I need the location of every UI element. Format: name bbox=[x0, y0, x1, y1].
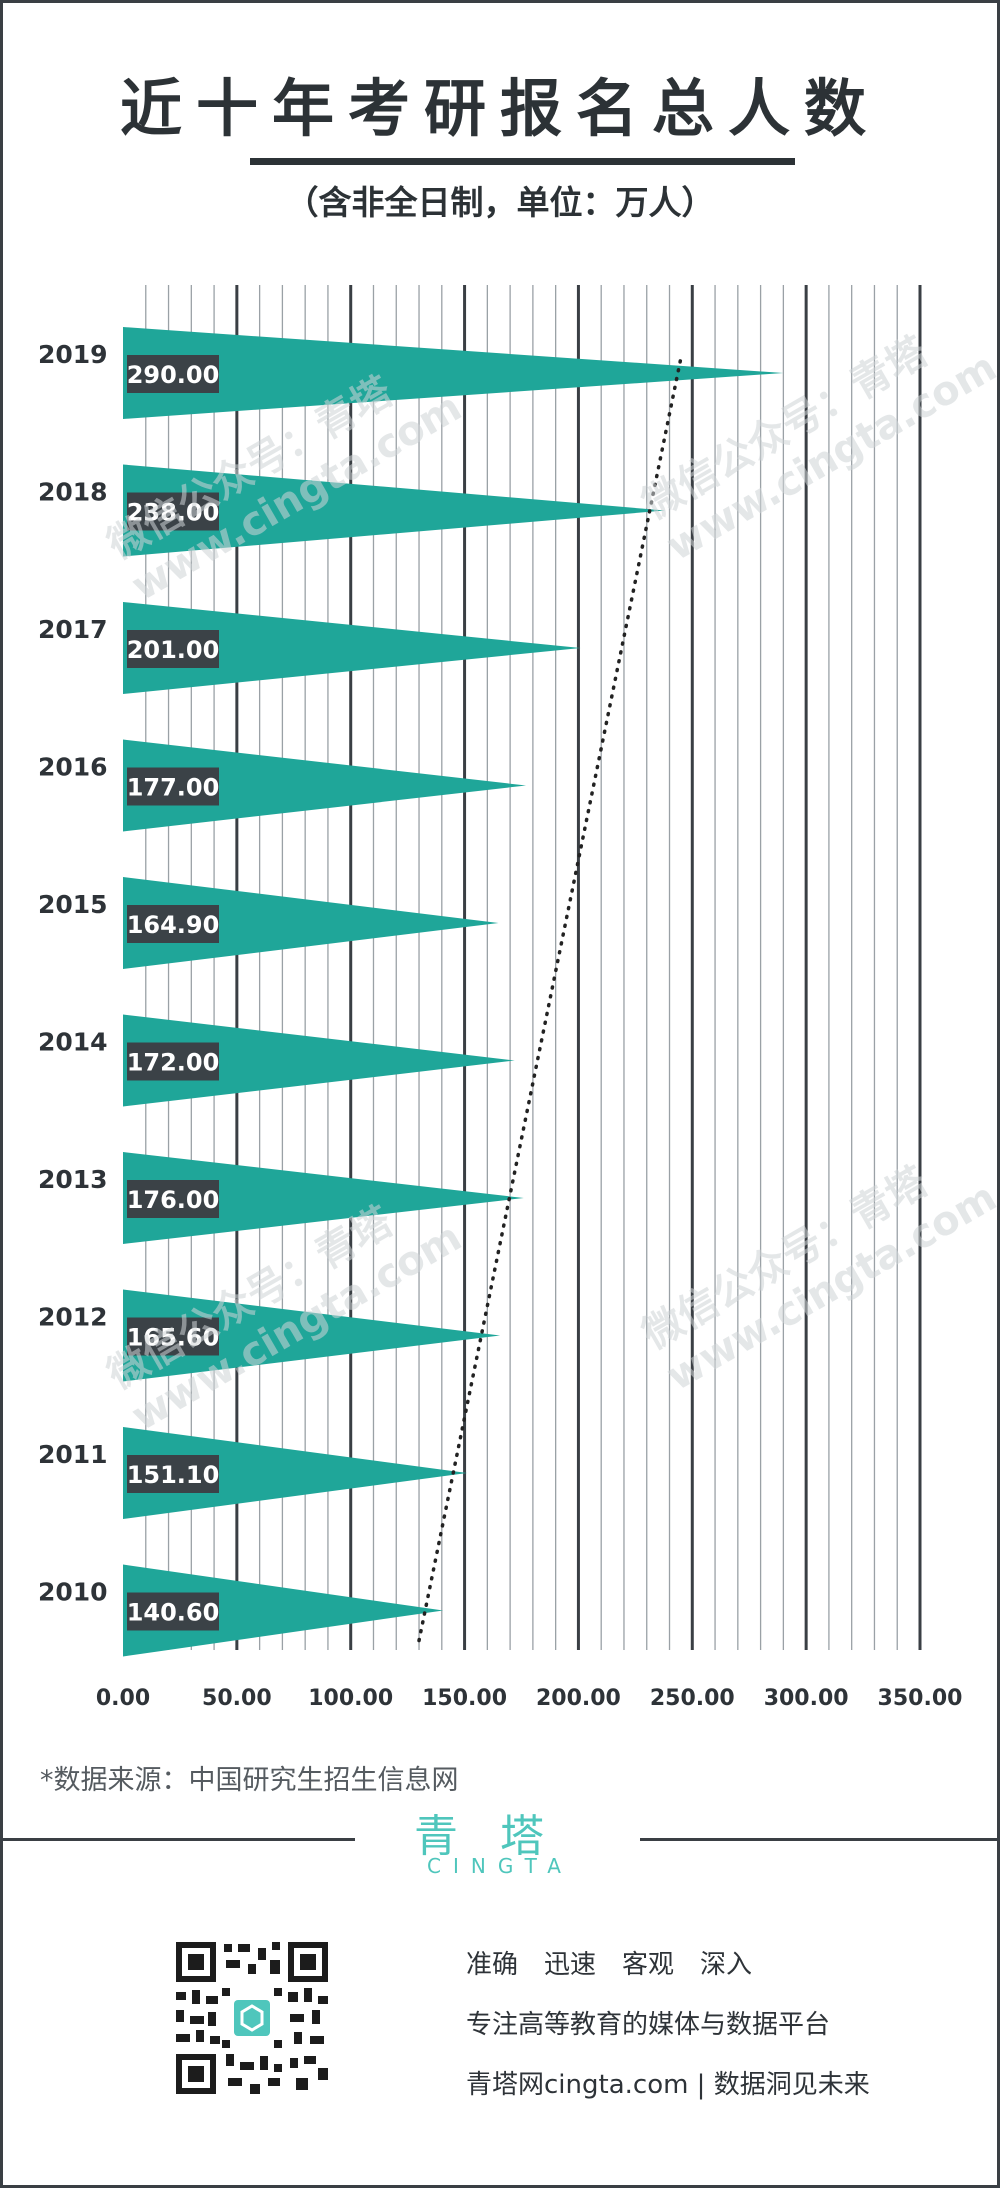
x-tick-label: 200.00 bbox=[536, 1686, 621, 1711]
category-label: 2016 bbox=[38, 753, 108, 782]
data-label: 172.00 bbox=[127, 1049, 220, 1077]
category-label: 2010 bbox=[38, 1578, 108, 1607]
qr-code-icon bbox=[172, 1938, 332, 2098]
slogan-line: 专注高等教育的媒体与数据平台 bbox=[466, 2004, 830, 2041]
x-tick-label: 300.00 bbox=[764, 1686, 849, 1711]
category-label: 2015 bbox=[38, 890, 108, 919]
x-tick-label: 350.00 bbox=[878, 1686, 963, 1711]
category-label: 2011 bbox=[38, 1440, 108, 1469]
data-label: 176.00 bbox=[127, 1186, 220, 1214]
data-label: 164.90 bbox=[127, 911, 220, 939]
category-label: 2012 bbox=[38, 1303, 108, 1332]
category-label: 2017 bbox=[38, 615, 108, 644]
x-tick-label: 0.00 bbox=[96, 1686, 150, 1711]
brand-name-en: CINGTA bbox=[0, 1854, 1000, 1878]
category-label: 2013 bbox=[38, 1165, 108, 1194]
data-label: 151.10 bbox=[127, 1461, 220, 1489]
data-label: 201.00 bbox=[127, 636, 220, 664]
category-label: 2018 bbox=[38, 478, 108, 507]
data-source: *数据来源：中国研究生招生信息网 bbox=[40, 1758, 459, 1797]
x-tick-label: 50.00 bbox=[202, 1686, 272, 1711]
category-label: 2014 bbox=[38, 1028, 108, 1057]
x-tick-label: 150.00 bbox=[422, 1686, 507, 1711]
slogan-line: 准确 迅速 客观 深入 bbox=[466, 1944, 752, 1981]
data-label: 290.00 bbox=[127, 361, 220, 389]
x-tick-label: 250.00 bbox=[650, 1686, 735, 1711]
x-tick-label: 100.00 bbox=[308, 1686, 393, 1711]
data-label: 177.00 bbox=[127, 774, 220, 802]
category-label: 2019 bbox=[38, 340, 108, 369]
data-label: 140.60 bbox=[127, 1599, 220, 1627]
slogan-line: 青塔网cingta.com | 数据洞见未来 bbox=[466, 2064, 870, 2101]
trendline bbox=[419, 358, 681, 1641]
